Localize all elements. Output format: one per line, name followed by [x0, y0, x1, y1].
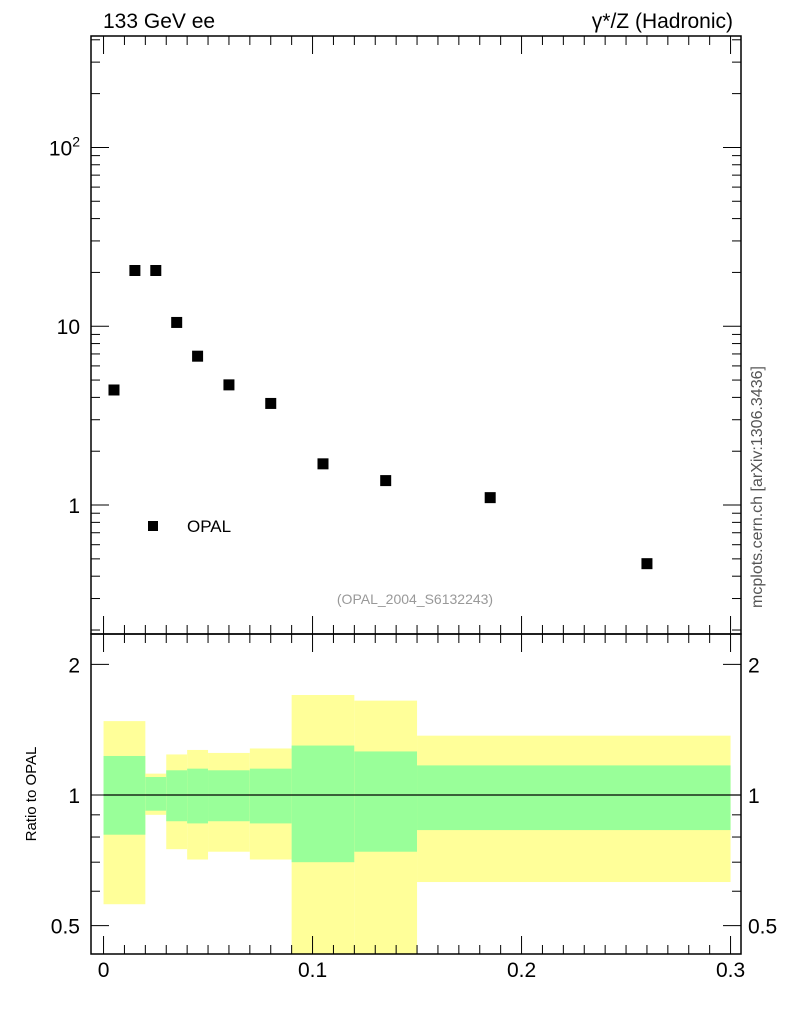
- inner-band-bin-2: [166, 770, 188, 822]
- data-point: [380, 475, 392, 487]
- inner-band-bin-1: [145, 777, 167, 811]
- axis-ticks: [91, 36, 741, 954]
- data-point: [150, 264, 162, 276]
- x-tick-label: 0: [98, 959, 110, 982]
- title-right: γ*/Z (Hadronic): [592, 10, 733, 33]
- data-point: [108, 384, 120, 396]
- ratio-y-tick-label-left: 1: [68, 785, 80, 808]
- data-point: [192, 350, 204, 362]
- legend-marker: [148, 521, 158, 531]
- ratio-y-tick-label-right: 2: [748, 654, 760, 677]
- main-y-tick-label-base: 10: [49, 137, 72, 160]
- inner-band-bin-8: [417, 765, 731, 831]
- inner-band-bin-4: [208, 770, 250, 822]
- ratio-y-tick-label-left: 0.5: [51, 916, 80, 939]
- ratio-y-axis-title: Ratio to OPAL: [23, 747, 40, 842]
- title-left: 133 GeV ee: [103, 10, 215, 33]
- data-point: [641, 558, 653, 570]
- ratio-y-tick-label-right: 1: [748, 785, 760, 808]
- side-label: mcplots.cern.ch [arXiv:1306.3436]: [749, 366, 766, 608]
- data-points: [108, 264, 653, 570]
- main-frame: [90, 35, 742, 635]
- main-y-tick-label: 10: [57, 316, 80, 339]
- main-y-tick-label-base: 1: [68, 495, 80, 518]
- legend-label: OPAL: [187, 517, 231, 536]
- inner-band-bin-5: [249, 768, 292, 824]
- x-tick-label: 0.2: [507, 959, 536, 982]
- data-point: [171, 316, 183, 328]
- data-point: [484, 492, 496, 504]
- ratio-y-tick-label-left: 2: [68, 654, 80, 677]
- x-tick-labels: 0 0.1 0.2 0.3: [98, 959, 745, 982]
- data-point: [317, 458, 329, 470]
- main-y-tick-label: 1: [68, 495, 80, 518]
- inner-band-bin-3: [187, 768, 209, 824]
- main-y-tick-label-base: 10: [57, 316, 80, 339]
- ratio-y-tick-label-right: 0.5: [748, 916, 777, 939]
- data-point: [223, 379, 235, 391]
- ratio-bands: [103, 695, 731, 954]
- ratio-frame: [90, 633, 742, 955]
- analysis-label: (OPAL_2004_S6132243): [337, 591, 493, 607]
- inner-band-bin-7: [354, 751, 418, 852]
- main-y-tick-label: 102: [49, 133, 80, 160]
- x-tick-label: 0.3: [716, 959, 745, 982]
- data-point: [265, 397, 277, 409]
- main-y-tick-label-exponent: 2: [72, 133, 80, 149]
- data-point: [129, 264, 141, 276]
- x-tick-label: 0.1: [298, 959, 327, 982]
- ratio-y-tick-labels: 0.5 0.5 1 1 2 2: [51, 654, 777, 938]
- inner-band-bin-6: [291, 745, 355, 863]
